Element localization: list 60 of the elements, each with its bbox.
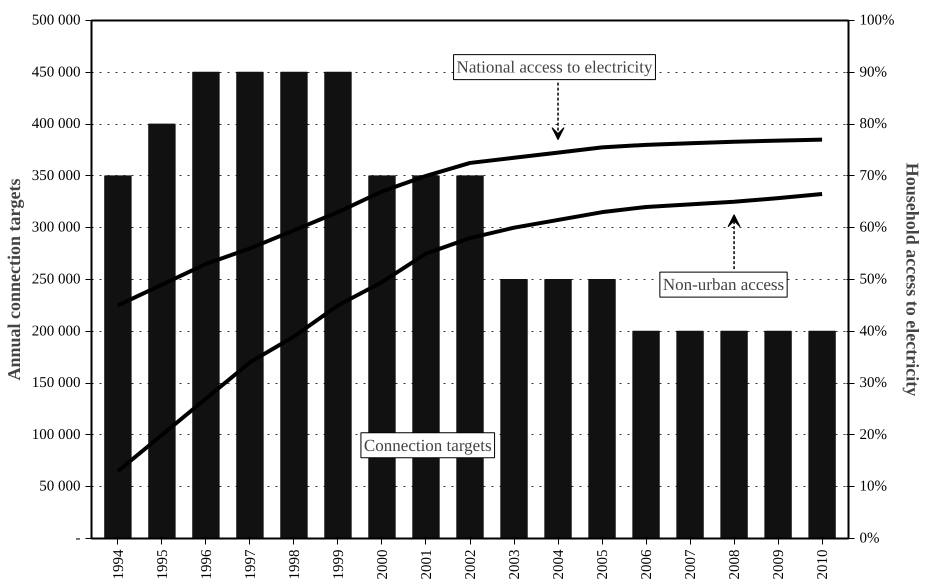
bar	[720, 330, 748, 538]
y-tick-label: 250 000	[32, 272, 80, 288]
x-tick-label: 2007	[683, 549, 700, 580]
y-tick-label: 400 000	[32, 116, 80, 132]
x-tick-label: 1995	[154, 550, 171, 580]
y-tick-label: 200 000	[32, 323, 80, 340]
x-tick-label: 1998	[286, 550, 303, 580]
bar	[500, 279, 528, 538]
text: National access to electricity	[456, 58, 653, 77]
x-tick-label: 2002	[463, 550, 479, 580]
y2-axis-title: Household access to electricity	[902, 162, 922, 396]
bar	[764, 330, 792, 538]
x-tick-label: 2010	[815, 550, 832, 580]
y2-tick-label: 40%	[860, 323, 887, 340]
x-tick-label: 2003	[507, 550, 524, 580]
bar	[104, 175, 132, 538]
line-series	[116, 192, 824, 474]
bar	[808, 330, 836, 538]
x-tick-label: 2005	[595, 550, 612, 580]
y2-tick-label: 10%	[860, 478, 887, 495]
bar	[148, 124, 176, 538]
bar	[324, 72, 352, 538]
x-tick-label: 1999	[330, 550, 347, 580]
bar	[236, 72, 264, 538]
y2-tick-label: 0%	[860, 530, 880, 546]
bar	[280, 72, 308, 538]
x-tick-label: 2008	[727, 550, 744, 580]
x-tick-label: 2004	[551, 549, 568, 580]
y2-tick-label: 20%	[860, 426, 887, 443]
y-tick-label: 50 000	[39, 478, 80, 495]
y2-tick-label: 100%	[860, 12, 894, 28]
bar	[588, 279, 616, 538]
x-tick-label: 2001	[418, 550, 435, 580]
y2-tick-label: 50%	[860, 272, 887, 288]
y2-tick-label: 80%	[860, 116, 887, 132]
bar	[632, 330, 660, 538]
series-label: Connection targets	[364, 436, 492, 455]
y-tick-label: -	[76, 530, 81, 546]
y2-tick-label: 60%	[860, 220, 887, 236]
x-tick-label: 2000	[374, 550, 391, 580]
text: Non-urban access	[662, 275, 784, 294]
bar	[192, 72, 220, 538]
y-axis-title: Annual connection targets	[4, 178, 24, 380]
y-tick-label: 350 000	[32, 168, 80, 184]
x-tick-label: 1994	[110, 549, 127, 580]
y-tick-label: 450 000	[32, 64, 80, 80]
y-tick-label: 100 000	[32, 426, 80, 443]
bar	[544, 279, 572, 538]
x-tick-label: 2006	[639, 549, 656, 580]
y-tick-label: 300 000	[32, 220, 80, 236]
x-tick-label: 2009	[771, 550, 788, 580]
x-tick-label: 1996	[198, 549, 215, 580]
bar	[676, 330, 704, 538]
x-tick-label: 1997	[242, 549, 259, 580]
y2-tick-label: 70%	[860, 168, 887, 184]
y-tick-label: 500 000	[32, 12, 80, 28]
y2-tick-label: 90%	[860, 64, 887, 80]
y2-tick-label: 30%	[860, 375, 887, 392]
y-tick-label: 150 000	[32, 375, 80, 392]
line-series	[116, 138, 824, 308]
